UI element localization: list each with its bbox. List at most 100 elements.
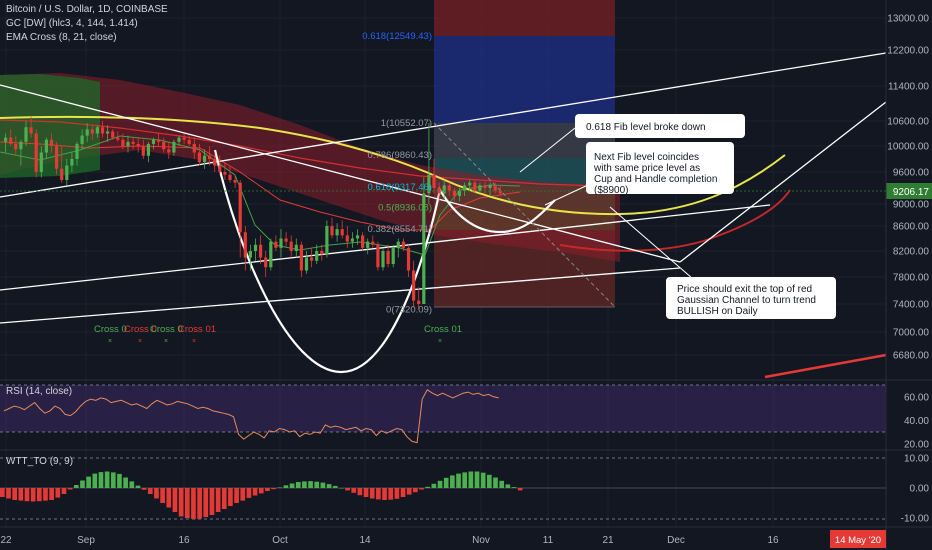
wtt-bar bbox=[271, 488, 276, 490]
cross-label: Cross 0 bbox=[124, 324, 157, 335]
candle bbox=[304, 251, 309, 274]
wtt-bar bbox=[468, 471, 474, 488]
time-tick-label: 21 bbox=[602, 535, 614, 546]
candle bbox=[55, 141, 59, 175]
candle-body bbox=[100, 127, 105, 134]
wtt-bar bbox=[43, 488, 48, 501]
candle-body bbox=[39, 152, 43, 172]
wtt-bar bbox=[203, 488, 209, 518]
candle bbox=[340, 220, 344, 239]
candle-body bbox=[233, 180, 237, 183]
wtt-bar bbox=[493, 477, 498, 488]
callout-1-box[interactable] bbox=[575, 114, 745, 138]
candle-body bbox=[106, 131, 110, 134]
wtt-title[interactable]: WTT_TO (9, 9) bbox=[6, 456, 73, 467]
candle-body bbox=[218, 165, 222, 172]
gaussian-channel-green bbox=[0, 74, 100, 178]
wtt-bar bbox=[339, 488, 344, 489]
support-line bbox=[0, 204, 771, 291]
candle-body bbox=[406, 247, 411, 271]
callout-3-box[interactable] bbox=[666, 277, 836, 319]
price-tick-label: 9000.00 bbox=[893, 200, 930, 211]
price-tick-label: 6680.00 bbox=[893, 351, 930, 362]
price-tick-label: 7800.00 bbox=[893, 273, 930, 284]
candle bbox=[157, 133, 161, 146]
wtt-bar bbox=[172, 488, 178, 512]
candle-body bbox=[452, 190, 456, 196]
fib-level-label: 0(7320.09) bbox=[386, 305, 432, 316]
indicator-ema-label[interactable]: EMA Cross (8, 21, close) bbox=[6, 32, 117, 43]
candle bbox=[488, 182, 492, 196]
wtt-bar bbox=[462, 472, 468, 488]
candle-body bbox=[192, 143, 196, 153]
candle-body bbox=[243, 232, 247, 258]
candle bbox=[172, 139, 176, 156]
callout-2-box[interactable] bbox=[586, 142, 734, 194]
current-price-label: 9206.17 bbox=[893, 187, 930, 198]
price-tick-label: 10000.00 bbox=[887, 142, 929, 153]
candle-body bbox=[136, 143, 140, 146]
rsi-title[interactable]: RSI (14, close) bbox=[6, 386, 72, 397]
candle-body bbox=[141, 146, 145, 156]
wtt-bar bbox=[369, 488, 375, 499]
candle-body bbox=[202, 155, 207, 163]
wtt-bar bbox=[400, 488, 406, 497]
wtt-bar bbox=[326, 484, 332, 488]
wtt-histogram bbox=[0, 471, 523, 519]
candle bbox=[417, 287, 421, 310]
cross-label: Cross 01 bbox=[178, 324, 216, 335]
callout-3-pointer bbox=[609, 206, 701, 286]
candle-body bbox=[417, 300, 421, 304]
candle bbox=[437, 182, 441, 202]
candle-body bbox=[299, 244, 303, 271]
callout-1-pointer bbox=[519, 127, 576, 173]
wtt-bar bbox=[277, 487, 283, 488]
candle bbox=[208, 146, 212, 166]
candle-body bbox=[55, 146, 59, 169]
candle bbox=[478, 182, 482, 194]
candle-body bbox=[223, 172, 227, 175]
candle-body bbox=[187, 139, 191, 144]
annotation-2: Next Fib level coincides with same price … bbox=[593, 152, 717, 196]
wtt-bar bbox=[86, 476, 91, 488]
date-badge-label: 14 May '20 bbox=[835, 535, 881, 546]
wtt-bar bbox=[363, 488, 369, 497]
candle bbox=[253, 238, 258, 261]
indicator-gc-label[interactable]: GC [DW] (hlc3, 4, 144, 1.414) bbox=[6, 18, 138, 29]
wtt-bar bbox=[388, 488, 394, 500]
time-axis[interactable]: 22 Sep 16 Oct 14 Nov 11 21 Dec 16 bbox=[0, 535, 779, 546]
candle-body bbox=[167, 149, 171, 153]
time-tick-label: Oct bbox=[272, 535, 288, 546]
wtt-bar bbox=[191, 488, 196, 519]
candle bbox=[457, 188, 462, 202]
candle-body bbox=[151, 139, 156, 144]
rsi-band bbox=[0, 385, 886, 432]
candle-body bbox=[177, 137, 181, 142]
candle bbox=[391, 244, 395, 268]
wtt-bar bbox=[419, 488, 424, 490]
candle bbox=[243, 226, 247, 271]
cross-label: Cross 0 bbox=[94, 324, 127, 335]
wtt-bar bbox=[178, 488, 184, 517]
candle bbox=[151, 137, 156, 150]
candle-body bbox=[253, 244, 258, 251]
candle-body bbox=[483, 185, 487, 188]
candle-body bbox=[289, 241, 293, 251]
fib-level-label: 0.5(8936.08) bbox=[378, 203, 432, 214]
candle bbox=[452, 188, 456, 202]
candle bbox=[396, 238, 400, 258]
price-axis[interactable]: 6680.00 7000.00 7400.00 7800.00 8200.00 8600.… bbox=[887, 14, 929, 362]
candle-body bbox=[182, 137, 186, 140]
wtt-bar bbox=[437, 480, 443, 488]
candle-body bbox=[320, 251, 324, 255]
candle bbox=[141, 139, 145, 159]
wtt-bar bbox=[289, 483, 295, 488]
wtt-bar bbox=[320, 482, 326, 488]
candle bbox=[238, 180, 242, 258]
candle-body bbox=[111, 131, 115, 138]
cross-marker: × bbox=[138, 338, 142, 345]
candle bbox=[355, 229, 360, 245]
cross-marker: × bbox=[438, 338, 442, 345]
candle-body bbox=[294, 244, 298, 251]
